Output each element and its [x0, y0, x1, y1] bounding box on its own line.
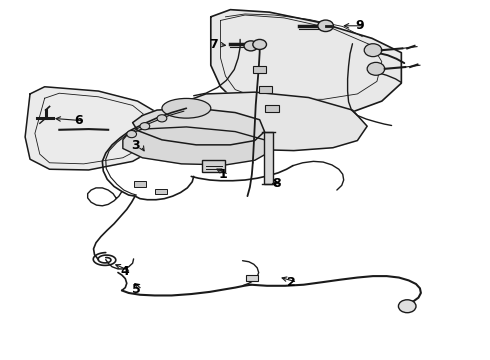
Polygon shape [123, 127, 270, 165]
Bar [265, 105, 279, 112]
Circle shape [140, 123, 150, 130]
Polygon shape [133, 108, 265, 145]
Bar [134, 181, 146, 187]
Polygon shape [181, 92, 367, 150]
Circle shape [367, 62, 385, 75]
Text: 9: 9 [356, 19, 364, 32]
Text: 8: 8 [272, 177, 281, 190]
Text: 4: 4 [121, 265, 130, 278]
Circle shape [364, 44, 382, 57]
Circle shape [244, 41, 258, 51]
Bar [253, 66, 267, 73]
Text: 7: 7 [209, 38, 218, 51]
Text: 2: 2 [287, 276, 296, 289]
Text: 5: 5 [132, 283, 141, 296]
Text: 6: 6 [74, 114, 83, 127]
Bar [202, 159, 225, 172]
Bar [264, 132, 273, 184]
Polygon shape [211, 10, 401, 116]
Ellipse shape [162, 98, 211, 118]
Circle shape [398, 300, 416, 313]
Circle shape [253, 40, 267, 49]
Circle shape [127, 131, 137, 138]
Polygon shape [25, 87, 167, 170]
Text: 3: 3 [131, 139, 139, 152]
Bar [246, 275, 258, 281]
Circle shape [318, 20, 333, 32]
Bar [155, 189, 167, 194]
Bar [259, 86, 272, 93]
Circle shape [157, 115, 167, 122]
Text: 1: 1 [219, 168, 227, 181]
